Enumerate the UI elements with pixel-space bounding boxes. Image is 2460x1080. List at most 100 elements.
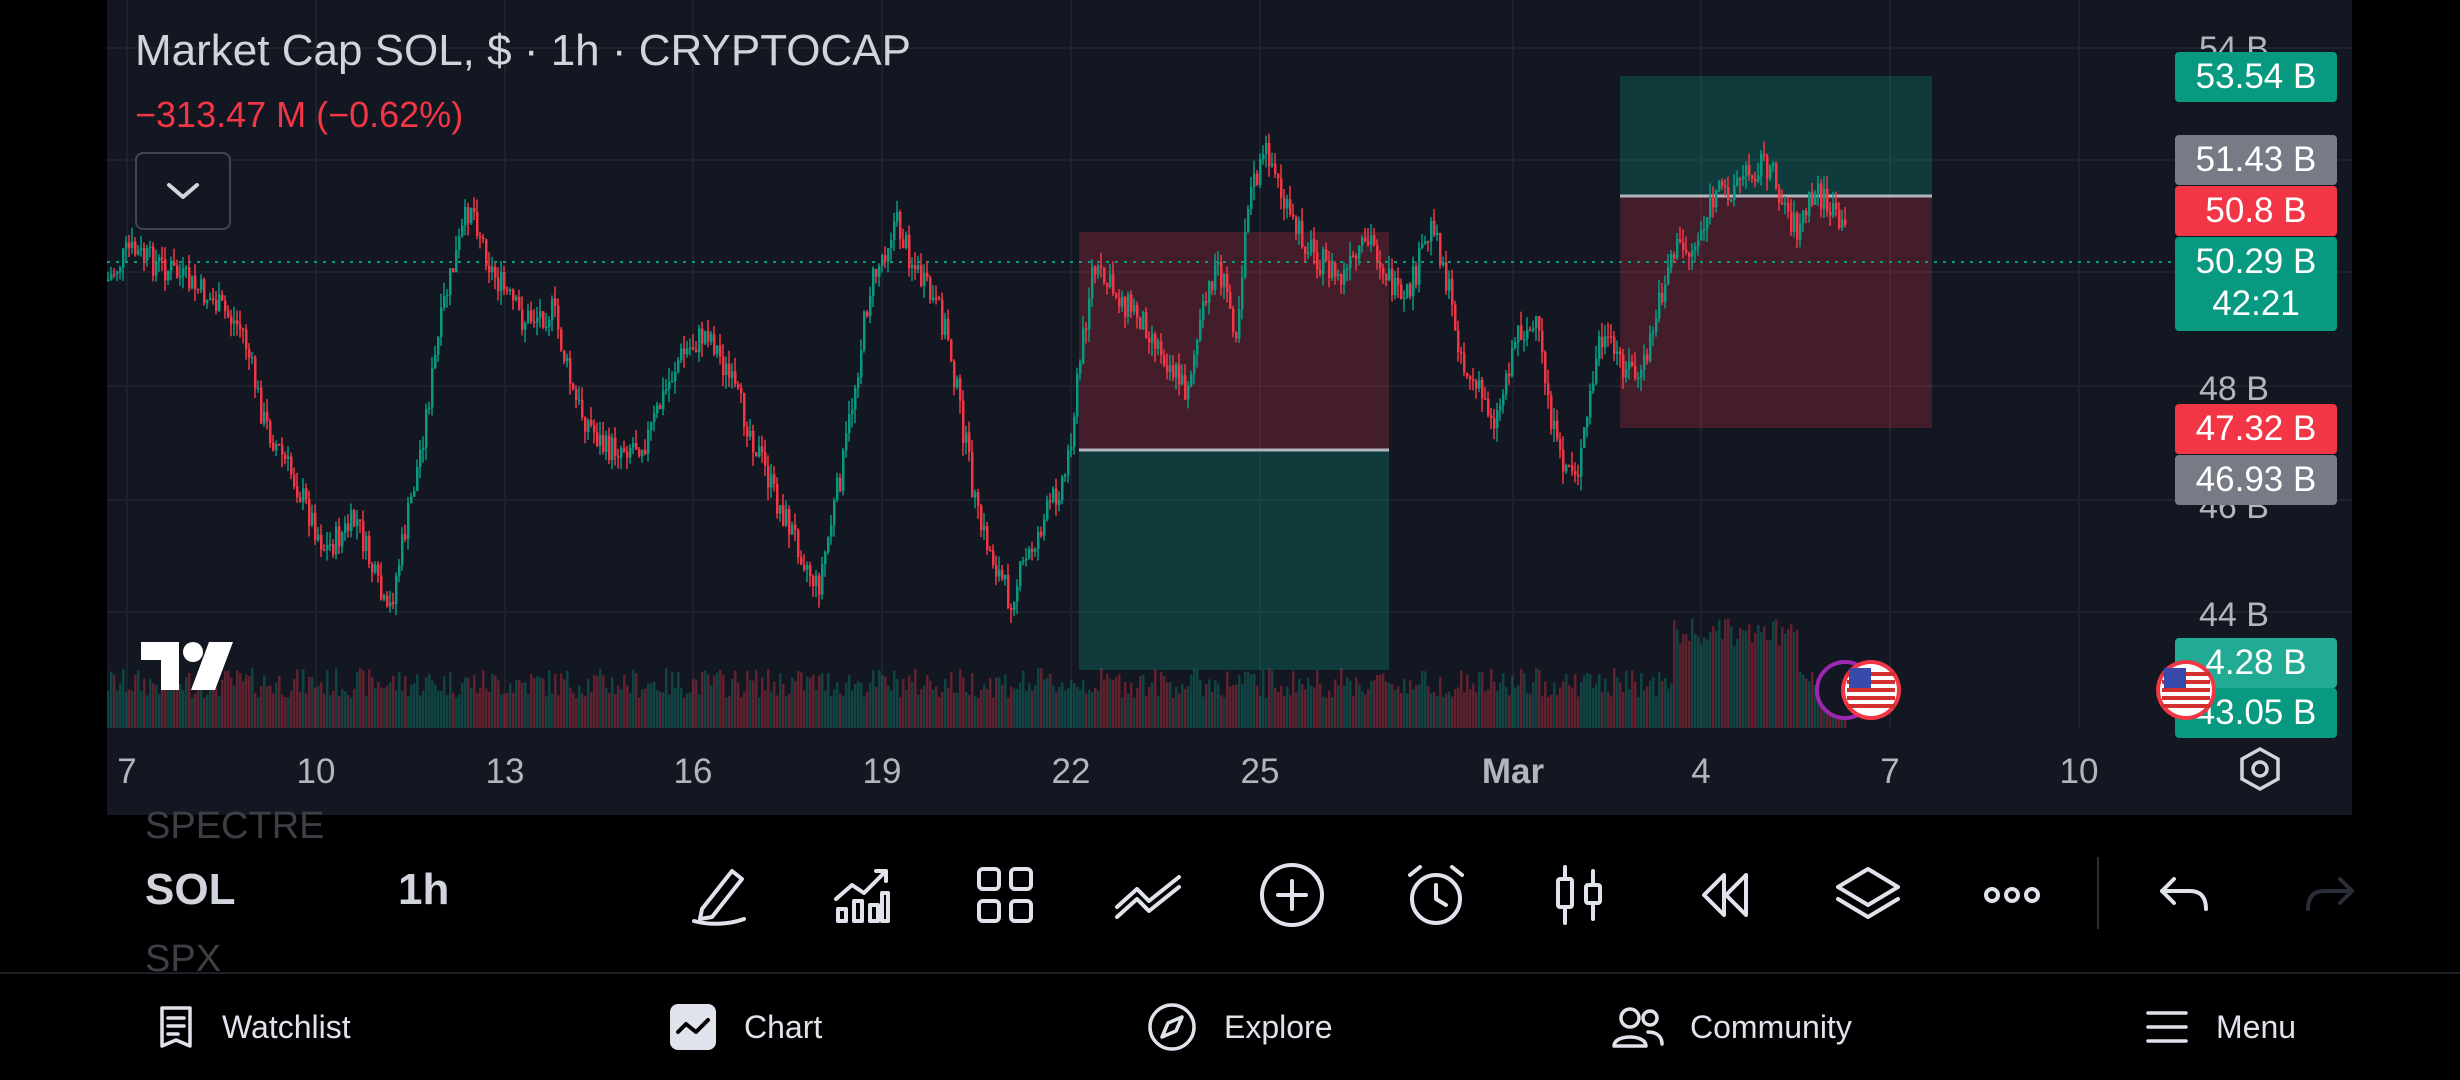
volume-bar — [890, 690, 893, 728]
candle-body — [1409, 283, 1412, 297]
stop-loss-tag[interactable]: 47.32 B — [2175, 404, 2337, 454]
nav-chart[interactable]: Chart — [668, 974, 822, 1080]
candle-body — [656, 405, 659, 414]
volume-bar — [617, 685, 620, 728]
volume-bar — [218, 695, 221, 728]
entry-price-tag[interactable]: 51.43 B — [2175, 135, 2337, 185]
volume-bar — [1706, 639, 1709, 728]
settings-hexagon-icon[interactable] — [2237, 746, 2283, 792]
time-axis-label: 10 — [2059, 752, 2099, 791]
take-profit-tag[interactable]: 43.05 B — [2175, 688, 2337, 738]
chart-title[interactable]: Market Cap SOL, $ · 1h · CRYPTOCAP — [135, 26, 911, 75]
candle-body — [1223, 274, 1226, 288]
chart-panel[interactable]: Market Cap SOL, $ · 1h · CRYPTOCAP −313.… — [107, 0, 2352, 815]
volume-bar — [956, 692, 959, 728]
candle-body — [1733, 185, 1736, 200]
candle-body — [1514, 342, 1517, 348]
volume-bar — [1004, 674, 1007, 728]
nav-community[interactable]: Community — [1612, 974, 1852, 1080]
add-button[interactable] — [1252, 855, 1332, 935]
candle-body — [392, 602, 395, 605]
candle-body — [113, 273, 116, 276]
candle-body — [1268, 142, 1271, 167]
candle-body — [1808, 192, 1811, 216]
nav-watchlist[interactable]: Watchlist — [156, 974, 351, 1080]
volume-bar — [716, 672, 719, 728]
last-price-tag[interactable]: 50.29 B 42:21 — [2175, 237, 2337, 331]
volume-bar — [1322, 696, 1325, 728]
nav-menu[interactable]: Menu — [2144, 974, 2296, 1080]
volume-bar — [1649, 680, 1652, 728]
volume-bar — [593, 675, 596, 728]
volume-bar — [917, 694, 920, 728]
candle-body — [1283, 197, 1286, 209]
volume-bar — [1679, 643, 1682, 728]
candle-body — [1130, 294, 1133, 312]
volume-bar — [440, 690, 443, 728]
candle-body — [1499, 405, 1502, 411]
candle-body — [1391, 268, 1394, 296]
symbol-prev[interactable]: SPECTRE — [145, 805, 325, 847]
candle-body — [122, 248, 125, 268]
us-event-flag-icon[interactable] — [1807, 656, 2007, 726]
volume-bar — [515, 680, 518, 728]
interval-selector[interactable]: 1h — [398, 865, 450, 914]
candle-body — [503, 272, 506, 290]
replay-button[interactable] — [1684, 855, 1764, 935]
candle-body — [854, 388, 857, 410]
candle-body — [695, 349, 698, 353]
position-box-short-1[interactable] — [1079, 232, 1389, 670]
candle-body — [188, 267, 191, 289]
trend-lines-button[interactable] — [1108, 855, 1188, 935]
chart-canvas[interactable] — [107, 0, 2352, 815]
more-button[interactable] — [1972, 855, 2052, 935]
volume-bar — [689, 692, 692, 728]
volume-bar — [971, 672, 974, 728]
nav-explore[interactable]: Explore — [1146, 974, 1333, 1080]
stop-loss-tag[interactable]: 50.8 B — [2175, 186, 2337, 236]
candle-body — [761, 446, 764, 453]
volume-bar — [347, 695, 350, 728]
candle-body — [227, 311, 230, 317]
alert-button[interactable] — [1396, 855, 1476, 935]
candle-body — [1361, 237, 1364, 246]
candle-body — [539, 311, 542, 318]
candle-body — [704, 331, 707, 344]
candle-body — [767, 465, 770, 488]
volume-bar — [1652, 676, 1655, 728]
volume-bar — [797, 671, 800, 728]
candle-body — [191, 275, 194, 289]
candle-body — [221, 294, 224, 301]
layers-button[interactable] — [1828, 855, 1908, 935]
indicators-icon — [834, 869, 890, 923]
chart-type-button[interactable] — [1540, 855, 1620, 935]
volume-bar — [827, 673, 830, 728]
candle-body — [446, 294, 449, 297]
volume-bar — [545, 696, 548, 728]
candle-body — [791, 524, 794, 535]
volume-bar — [122, 668, 125, 728]
volume-bar — [1580, 682, 1583, 728]
volume-bar — [911, 681, 914, 728]
layout-button[interactable] — [965, 855, 1045, 935]
us-event-flag-icon[interactable] — [2151, 656, 2221, 726]
redo-button[interactable] — [2290, 855, 2370, 935]
volume-bar — [1055, 691, 1058, 728]
legend-collapse-button[interactable] — [135, 152, 231, 230]
entry-price-tag[interactable]: 46.93 B — [2175, 455, 2337, 505]
add-icon — [1260, 863, 1324, 927]
symbol-selector[interactable]: SOL — [145, 865, 236, 914]
indicators-button[interactable] — [822, 855, 902, 935]
volume-bar — [785, 696, 788, 728]
volume-bar — [1250, 674, 1253, 728]
drawing-tool-button[interactable] — [680, 855, 760, 935]
volume-bar — [1463, 692, 1466, 728]
candle-body — [1274, 163, 1277, 174]
undo-button[interactable] — [2144, 855, 2224, 935]
candle-body — [1604, 336, 1607, 348]
candle-body — [1181, 375, 1184, 385]
candle-body — [341, 532, 344, 547]
position-box-long-2[interactable] — [1620, 76, 1932, 428]
candle-body — [677, 360, 680, 373]
take-profit-tag[interactable]: 53.54 B — [2175, 52, 2337, 102]
